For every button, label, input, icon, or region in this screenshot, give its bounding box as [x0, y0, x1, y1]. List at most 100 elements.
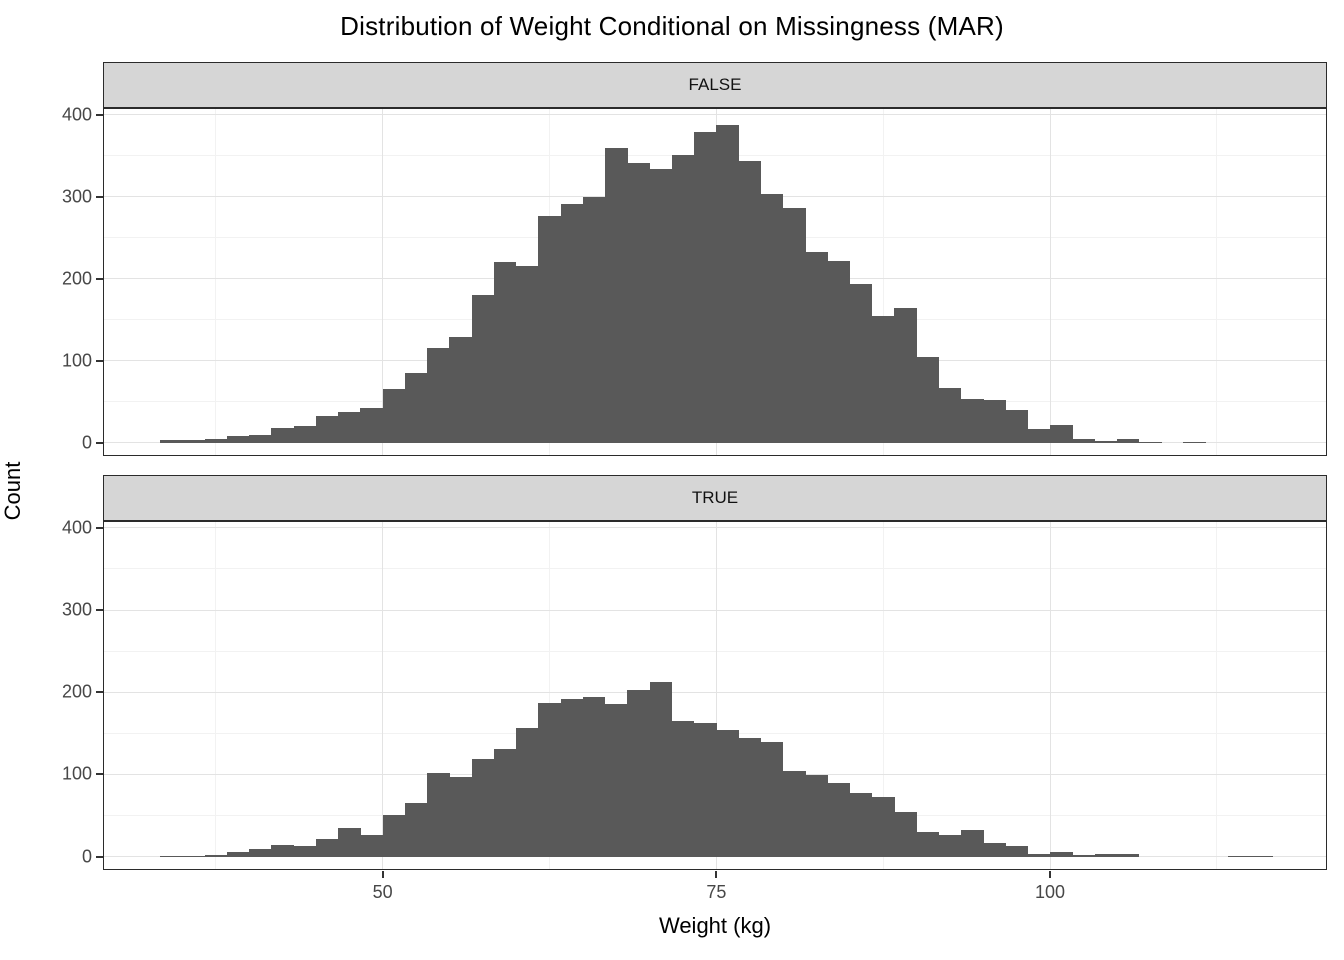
histogram-bar	[1027, 854, 1051, 857]
histogram-bar	[649, 168, 673, 443]
histogram-bar	[894, 308, 917, 443]
histogram-bar	[1138, 441, 1162, 443]
x-tick-label: 100	[1035, 882, 1066, 902]
gridline-major-x	[382, 108, 384, 456]
y-tick-mark	[96, 113, 103, 116]
histogram-bar	[493, 748, 517, 857]
y-tick-label: 100	[61, 350, 92, 371]
histogram-bar	[961, 830, 984, 857]
histogram-bar	[1116, 854, 1140, 857]
histogram-bar	[760, 741, 784, 857]
histogram-bar	[338, 827, 361, 857]
y-tick-mark	[96, 526, 103, 529]
histogram-bar	[516, 728, 539, 857]
histogram-bar	[961, 399, 984, 443]
y-tick-label: 100	[61, 763, 92, 784]
histogram-bar	[1050, 851, 1073, 857]
histogram-bar	[226, 436, 250, 443]
gridline-major-y	[103, 609, 1327, 611]
y-tick-label: 400	[61, 517, 92, 538]
histogram-bar	[538, 702, 561, 857]
histogram-bar	[938, 835, 962, 857]
y-tick-label: 0	[81, 846, 92, 867]
gridline-minor-x	[882, 521, 884, 870]
histogram-bar	[271, 845, 294, 857]
y-tick-mark	[96, 277, 103, 280]
y-tick-mark	[96, 691, 103, 694]
histogram-bar	[360, 835, 383, 857]
histogram-bar	[315, 838, 339, 857]
x-axis-title: Weight (kg)	[658, 913, 772, 938]
histogram-bar	[1027, 428, 1051, 443]
y-tick-mark	[96, 441, 103, 444]
histogram-bar	[382, 814, 406, 857]
gridline-minor-x	[882, 108, 884, 456]
gridline-major-y	[103, 856, 1327, 858]
y-tick-label: 300	[61, 186, 92, 207]
histogram-bar	[694, 723, 717, 857]
histogram-bar	[471, 758, 495, 857]
histogram-bar	[827, 783, 851, 857]
histogram-bar	[182, 440, 205, 443]
histogram-bar	[649, 682, 673, 857]
histogram-bar	[315, 415, 339, 443]
histogram-bar	[1050, 425, 1073, 443]
gridline-major-x	[1049, 521, 1051, 870]
histogram-bar	[471, 295, 495, 443]
facet-strip-label-false: FALSE	[688, 75, 742, 94]
histogram-bar	[160, 440, 183, 443]
histogram-bar	[849, 793, 873, 857]
y-tick-mark	[96, 855, 103, 858]
histogram-bar	[1227, 855, 1251, 857]
gridline-minor-x	[1216, 108, 1218, 456]
histogram-bar	[249, 849, 272, 857]
y-tick-label: 200	[61, 268, 92, 289]
panel-false	[103, 108, 1327, 456]
y-tick-label: 300	[61, 599, 92, 620]
gridline-minor-y	[103, 650, 1327, 652]
histogram-bar	[560, 698, 584, 857]
y-tick-mark	[96, 609, 103, 612]
histogram-bar	[783, 208, 806, 443]
histogram-bar	[182, 855, 205, 857]
histogram-bar	[805, 775, 828, 857]
y-axis-title: Count	[0, 461, 25, 521]
histogram-bar	[1183, 441, 1207, 443]
histogram-bar	[872, 796, 895, 857]
gridline-minor-x	[1216, 521, 1218, 870]
y-tick-mark	[96, 773, 103, 776]
histogram-bar	[1094, 441, 1118, 443]
y-tick-label: 200	[61, 681, 92, 702]
histogram-bar	[226, 851, 250, 857]
histogram-bar	[716, 125, 739, 443]
histogram-bar	[783, 771, 806, 857]
histogram-bar	[760, 194, 784, 443]
histogram-bar	[938, 387, 962, 443]
histogram-bar	[1094, 854, 1118, 857]
histogram-bar	[1072, 854, 1095, 857]
histogram-bar	[560, 204, 584, 443]
histogram-bar	[872, 315, 895, 443]
histogram-bar	[671, 154, 695, 443]
y-tick-label: 0	[81, 432, 92, 453]
histogram-bar	[538, 215, 561, 443]
gridline-major-x	[382, 521, 384, 870]
histogram-bar	[805, 252, 828, 443]
gridline-major-x	[715, 521, 717, 870]
histogram-bar	[605, 703, 628, 857]
gridline-major-y	[103, 527, 1327, 529]
x-tick-label: 75	[706, 882, 727, 902]
histogram-bar	[1005, 845, 1029, 857]
histogram-bar	[849, 284, 873, 443]
gridline-minor-y	[103, 568, 1327, 570]
histogram-bar	[449, 776, 472, 857]
histogram-bar	[249, 435, 272, 443]
histogram-bar	[605, 147, 628, 443]
histogram-bar	[738, 738, 762, 857]
histogram-bar	[404, 372, 428, 443]
histogram-bar	[627, 689, 650, 857]
facet-strip-label-true: TRUE	[691, 488, 739, 507]
histogram-bar	[983, 400, 1006, 443]
histogram-bar	[983, 842, 1006, 857]
